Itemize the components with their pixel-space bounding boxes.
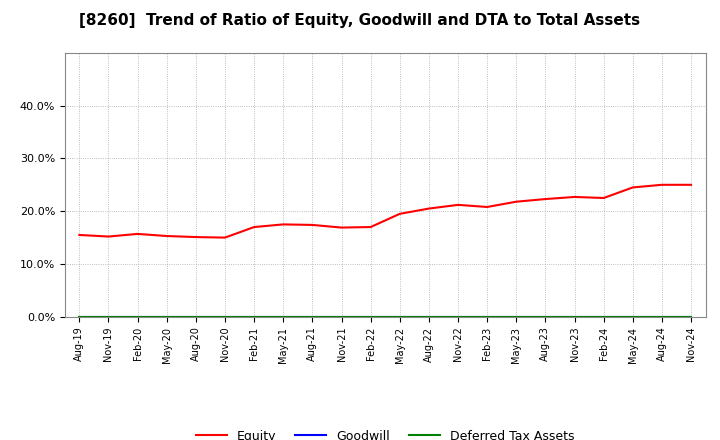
Deferred Tax Assets — [104, 314, 113, 319]
Equity — [192, 235, 200, 240]
Deferred Tax Assets — [687, 314, 696, 319]
Equity — [425, 206, 433, 211]
Deferred Tax Assets — [220, 314, 229, 319]
Deferred Tax Assets — [192, 314, 200, 319]
Equity — [337, 225, 346, 230]
Goodwill — [75, 314, 84, 319]
Equity — [250, 224, 258, 230]
Goodwill — [192, 314, 200, 319]
Deferred Tax Assets — [425, 314, 433, 319]
Goodwill — [366, 314, 375, 319]
Equity — [454, 202, 462, 208]
Equity — [75, 232, 84, 238]
Goodwill — [395, 314, 404, 319]
Goodwill — [133, 314, 142, 319]
Equity — [133, 231, 142, 237]
Equity — [308, 222, 317, 227]
Equity — [599, 195, 608, 201]
Deferred Tax Assets — [483, 314, 492, 319]
Deferred Tax Assets — [570, 314, 579, 319]
Equity — [512, 199, 521, 204]
Deferred Tax Assets — [250, 314, 258, 319]
Text: [8260]  Trend of Ratio of Equity, Goodwill and DTA to Total Assets: [8260] Trend of Ratio of Equity, Goodwil… — [79, 13, 641, 28]
Goodwill — [337, 314, 346, 319]
Line: Equity: Equity — [79, 185, 691, 238]
Goodwill — [279, 314, 287, 319]
Goodwill — [308, 314, 317, 319]
Equity — [220, 235, 229, 240]
Goodwill — [425, 314, 433, 319]
Goodwill — [687, 314, 696, 319]
Equity — [483, 204, 492, 209]
Equity — [657, 182, 666, 187]
Equity — [687, 182, 696, 187]
Deferred Tax Assets — [454, 314, 462, 319]
Goodwill — [454, 314, 462, 319]
Goodwill — [541, 314, 550, 319]
Goodwill — [104, 314, 113, 319]
Goodwill — [220, 314, 229, 319]
Deferred Tax Assets — [337, 314, 346, 319]
Deferred Tax Assets — [395, 314, 404, 319]
Equity — [104, 234, 113, 239]
Deferred Tax Assets — [599, 314, 608, 319]
Goodwill — [512, 314, 521, 319]
Deferred Tax Assets — [133, 314, 142, 319]
Deferred Tax Assets — [629, 314, 637, 319]
Deferred Tax Assets — [541, 314, 550, 319]
Goodwill — [599, 314, 608, 319]
Goodwill — [629, 314, 637, 319]
Equity — [395, 211, 404, 216]
Deferred Tax Assets — [75, 314, 84, 319]
Goodwill — [570, 314, 579, 319]
Equity — [570, 194, 579, 200]
Equity — [366, 224, 375, 230]
Goodwill — [657, 314, 666, 319]
Deferred Tax Assets — [366, 314, 375, 319]
Equity — [279, 222, 287, 227]
Deferred Tax Assets — [308, 314, 317, 319]
Goodwill — [250, 314, 258, 319]
Deferred Tax Assets — [657, 314, 666, 319]
Equity — [541, 196, 550, 202]
Goodwill — [163, 314, 171, 319]
Deferred Tax Assets — [512, 314, 521, 319]
Equity — [163, 233, 171, 238]
Goodwill — [483, 314, 492, 319]
Deferred Tax Assets — [279, 314, 287, 319]
Legend: Equity, Goodwill, Deferred Tax Assets: Equity, Goodwill, Deferred Tax Assets — [191, 425, 580, 440]
Deferred Tax Assets — [163, 314, 171, 319]
Equity — [629, 185, 637, 190]
